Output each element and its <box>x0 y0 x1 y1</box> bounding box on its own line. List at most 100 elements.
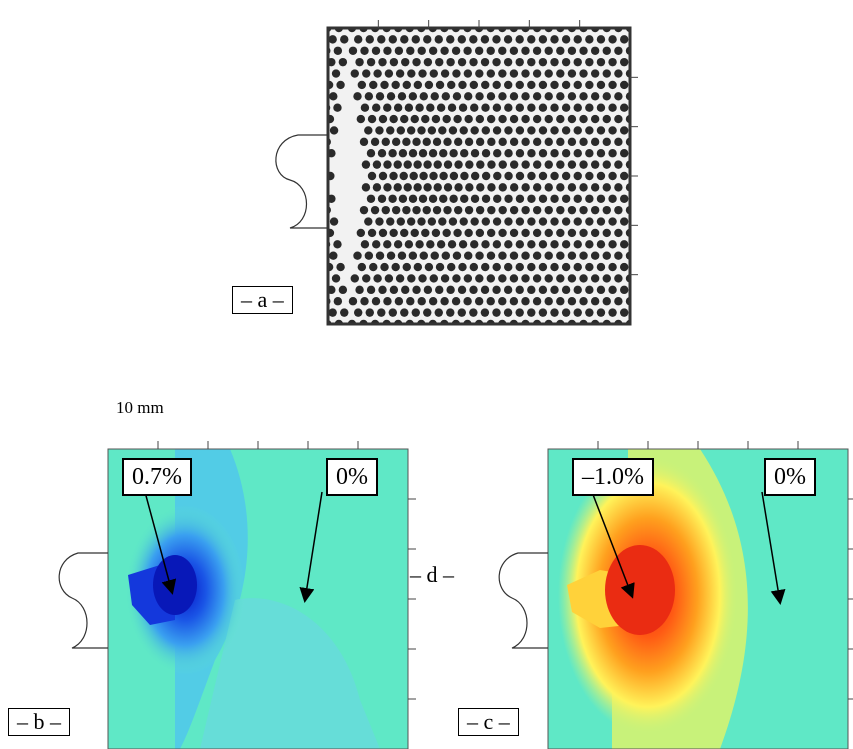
grid-dot <box>377 308 386 317</box>
grid-dot <box>608 194 617 203</box>
grid-dot <box>383 46 392 55</box>
grid-dot <box>579 69 588 78</box>
grid-dot <box>573 240 582 249</box>
grid-dot <box>427 126 437 135</box>
grid-dot <box>481 103 490 112</box>
grid-dot <box>608 126 617 135</box>
grid-dot <box>579 343 587 351</box>
grid-dot <box>353 92 362 101</box>
grid-dot <box>498 69 507 78</box>
grid-dot <box>324 343 332 351</box>
grid-dot <box>290 138 298 146</box>
grid-dot <box>619 262 629 272</box>
grid-dot <box>544 1 552 9</box>
grid-dot <box>350 69 359 78</box>
grid-dot <box>504 126 513 135</box>
grid-dot <box>515 80 524 90</box>
grid-dot <box>544 137 553 147</box>
grid-dot <box>655 126 663 134</box>
grid-dot <box>382 1 390 9</box>
grid-dot <box>492 80 501 90</box>
grid-dot <box>412 285 421 295</box>
grid-dot <box>406 46 415 55</box>
grid-dot <box>503 35 513 44</box>
grid-dot <box>561 308 571 317</box>
grid-dot <box>637 138 645 146</box>
grid-dot <box>294 172 302 180</box>
grid-dot <box>486 114 496 124</box>
grid-dot <box>457 285 467 295</box>
grid-dot <box>637 1 645 9</box>
grid-dot <box>406 126 416 135</box>
grid-dot <box>395 69 405 78</box>
grid-dot <box>637 206 645 214</box>
grid-dot <box>532 251 542 260</box>
grid-dot <box>463 1 471 9</box>
grid-dot <box>550 149 559 158</box>
grid-dot <box>504 12 512 20</box>
grid-dot <box>486 92 496 101</box>
grid-dot <box>300 103 308 111</box>
grid-dot <box>328 171 335 181</box>
grid-dot <box>447 240 457 249</box>
grid-dot <box>538 240 548 249</box>
grid-dot <box>585 240 594 249</box>
panel-a-label: – a – <box>232 286 293 314</box>
grid-dot <box>498 251 507 260</box>
grid-dot <box>521 114 530 124</box>
grid-dot <box>312 320 320 328</box>
grid-dot <box>470 240 479 249</box>
grid-dot <box>632 81 640 89</box>
grid-dot <box>590 205 600 215</box>
grid-dot <box>372 183 382 192</box>
grid-dot <box>637 115 645 123</box>
grid-dot <box>440 274 450 283</box>
grid-dot <box>527 103 536 112</box>
grid-dot <box>480 308 490 317</box>
grid-dot <box>305 149 313 157</box>
grid-dot <box>458 240 468 249</box>
grid-dot <box>476 183 485 192</box>
grid-dot <box>481 12 489 20</box>
grid-dot <box>532 297 542 306</box>
grid-dot <box>632 103 640 111</box>
grid-dot <box>608 240 617 249</box>
grid-dot <box>544 205 553 215</box>
grid-dot <box>329 12 337 20</box>
grid-dot <box>295 149 303 157</box>
grid-dot <box>309 183 317 191</box>
grid-dot <box>336 80 345 90</box>
grid-dot <box>314 81 322 89</box>
grid-dot <box>453 228 462 238</box>
grid-dot <box>643 12 651 20</box>
grid-dot <box>452 1 460 9</box>
grid-dot <box>619 171 629 181</box>
grid-dot <box>464 251 473 260</box>
grid-dot <box>464 114 473 124</box>
grid-dot <box>300 138 308 146</box>
grid-dot <box>532 160 542 169</box>
grid-dot <box>573 57 582 67</box>
grid-dot <box>481 240 490 249</box>
grid-dot <box>602 114 611 124</box>
grid-dot <box>453 137 463 147</box>
panel-b-callout-left: 0.7% <box>122 458 192 496</box>
grid-dot <box>533 343 541 351</box>
grid-dot <box>521 205 530 215</box>
grid-dot <box>475 137 485 147</box>
grid-dot <box>591 1 599 9</box>
grid-dot <box>306 251 314 259</box>
grid-dot <box>637 160 645 168</box>
grid-dot <box>335 343 343 351</box>
grid-dot <box>311 47 319 55</box>
panel-c-callout-right: 0% <box>764 458 816 496</box>
grid-dot <box>440 297 449 306</box>
grid-dot <box>375 92 385 101</box>
grid-dot <box>487 183 496 192</box>
grid-dot <box>637 320 645 328</box>
grid-dot <box>504 103 513 112</box>
grid-dot <box>428 343 436 351</box>
grid-dot <box>585 285 594 295</box>
grid-dot <box>318 251 326 259</box>
grid-dot <box>486 46 495 55</box>
